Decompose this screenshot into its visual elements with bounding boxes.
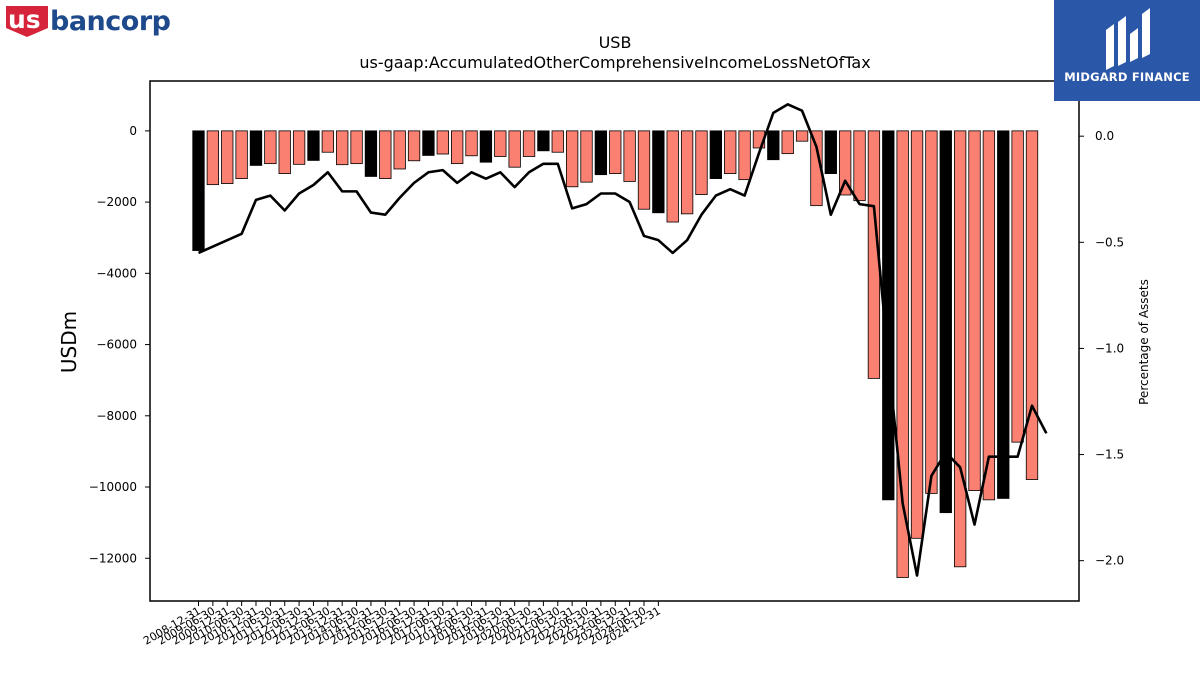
bar xyxy=(939,130,952,514)
chart-title: USB xyxy=(599,33,632,52)
bar xyxy=(609,130,622,175)
bar xyxy=(925,130,938,494)
y-tick-label: 0 xyxy=(129,124,137,138)
y2-tick-label: −2.0 xyxy=(1095,554,1124,568)
midgard-mark-icon xyxy=(1106,8,1150,70)
bar xyxy=(307,130,320,161)
bar xyxy=(235,130,248,179)
bar xyxy=(292,130,306,165)
bar xyxy=(479,130,493,163)
bar xyxy=(192,130,205,251)
y-tick-label: −4000 xyxy=(96,266,137,280)
pct-line-path xyxy=(197,103,1048,577)
bar xyxy=(278,130,291,175)
bar xyxy=(997,130,1010,499)
bar xyxy=(436,130,449,155)
svg-text:bancorp: bancorp xyxy=(50,6,171,37)
bar xyxy=(522,130,536,157)
y2-tick-label: 0.0 xyxy=(1095,129,1114,143)
bar xyxy=(695,130,708,196)
bar xyxy=(839,130,852,196)
usbancorp-shield-icon xyxy=(6,6,48,37)
y-tick-label: −6000 xyxy=(96,338,137,352)
bar xyxy=(623,130,636,182)
bar xyxy=(954,130,967,568)
bar xyxy=(968,130,981,491)
bar xyxy=(910,130,924,539)
plot-frame xyxy=(149,80,1080,602)
usbancorp-logo: us bancorp xyxy=(6,4,198,40)
bar xyxy=(551,130,564,153)
bar xyxy=(407,130,421,162)
bar xyxy=(379,130,392,179)
bar xyxy=(1025,130,1039,480)
bar xyxy=(508,130,521,168)
bar xyxy=(537,130,550,152)
midgard-finance-name: MIDGARD FINANCE xyxy=(1064,70,1190,84)
bar xyxy=(724,130,737,175)
bar xyxy=(221,130,234,184)
bar xyxy=(982,130,996,501)
bar xyxy=(494,130,507,157)
y-axis-left: 0 −2000 −4000 −6000 −8000 −10000 −12000 xyxy=(89,124,150,565)
y2-tick-label: −1.5 xyxy=(1095,448,1124,462)
bar xyxy=(1011,130,1024,443)
y-tick-label: −8000 xyxy=(96,409,137,423)
x-axis: 2008-12-312009-06-302009-12-312010-06-30… xyxy=(141,601,663,648)
y2-tick-label: −0.5 xyxy=(1095,235,1124,249)
bar xyxy=(637,130,651,210)
bar xyxy=(249,130,263,166)
bar xyxy=(206,130,220,186)
chart-subtitle: us-gaap:AccumulatedOtherComprehensiveInc… xyxy=(359,53,870,72)
bar xyxy=(896,130,909,578)
bar xyxy=(580,130,593,183)
bar-series xyxy=(192,130,1039,578)
y-axis-label: USDm xyxy=(57,311,81,373)
bar xyxy=(565,130,579,188)
y-tick-label: −2000 xyxy=(96,195,137,209)
bar xyxy=(264,130,277,165)
bar xyxy=(336,130,349,166)
bar xyxy=(594,130,608,176)
svg-text:us: us xyxy=(8,5,41,34)
pct-assets-line xyxy=(197,103,1048,577)
bar xyxy=(364,130,378,177)
bar xyxy=(853,130,866,202)
bar xyxy=(882,130,895,501)
y-axis-right: 0.0 −0.5 −1.0 −1.5 −2.0 xyxy=(1079,129,1124,568)
bar xyxy=(666,130,679,223)
bar xyxy=(652,130,665,214)
bar xyxy=(795,130,809,142)
bar xyxy=(451,130,464,165)
bar xyxy=(422,130,435,156)
bar xyxy=(738,130,751,181)
y-tick-label: −12000 xyxy=(89,551,137,565)
bar xyxy=(465,130,478,157)
midgard-finance-logo: MIDGARD FINANCE xyxy=(1054,0,1200,101)
bar xyxy=(680,130,694,215)
bar xyxy=(321,130,334,153)
y2-axis-label: Percentage of Assets xyxy=(1137,279,1151,405)
bar xyxy=(350,130,363,165)
y-tick-label: −10000 xyxy=(89,480,137,494)
bar xyxy=(824,130,837,175)
bar xyxy=(393,130,406,170)
bar xyxy=(781,130,794,155)
bar xyxy=(709,130,722,179)
y2-tick-label: −1.0 xyxy=(1095,341,1124,355)
bar xyxy=(767,130,780,161)
